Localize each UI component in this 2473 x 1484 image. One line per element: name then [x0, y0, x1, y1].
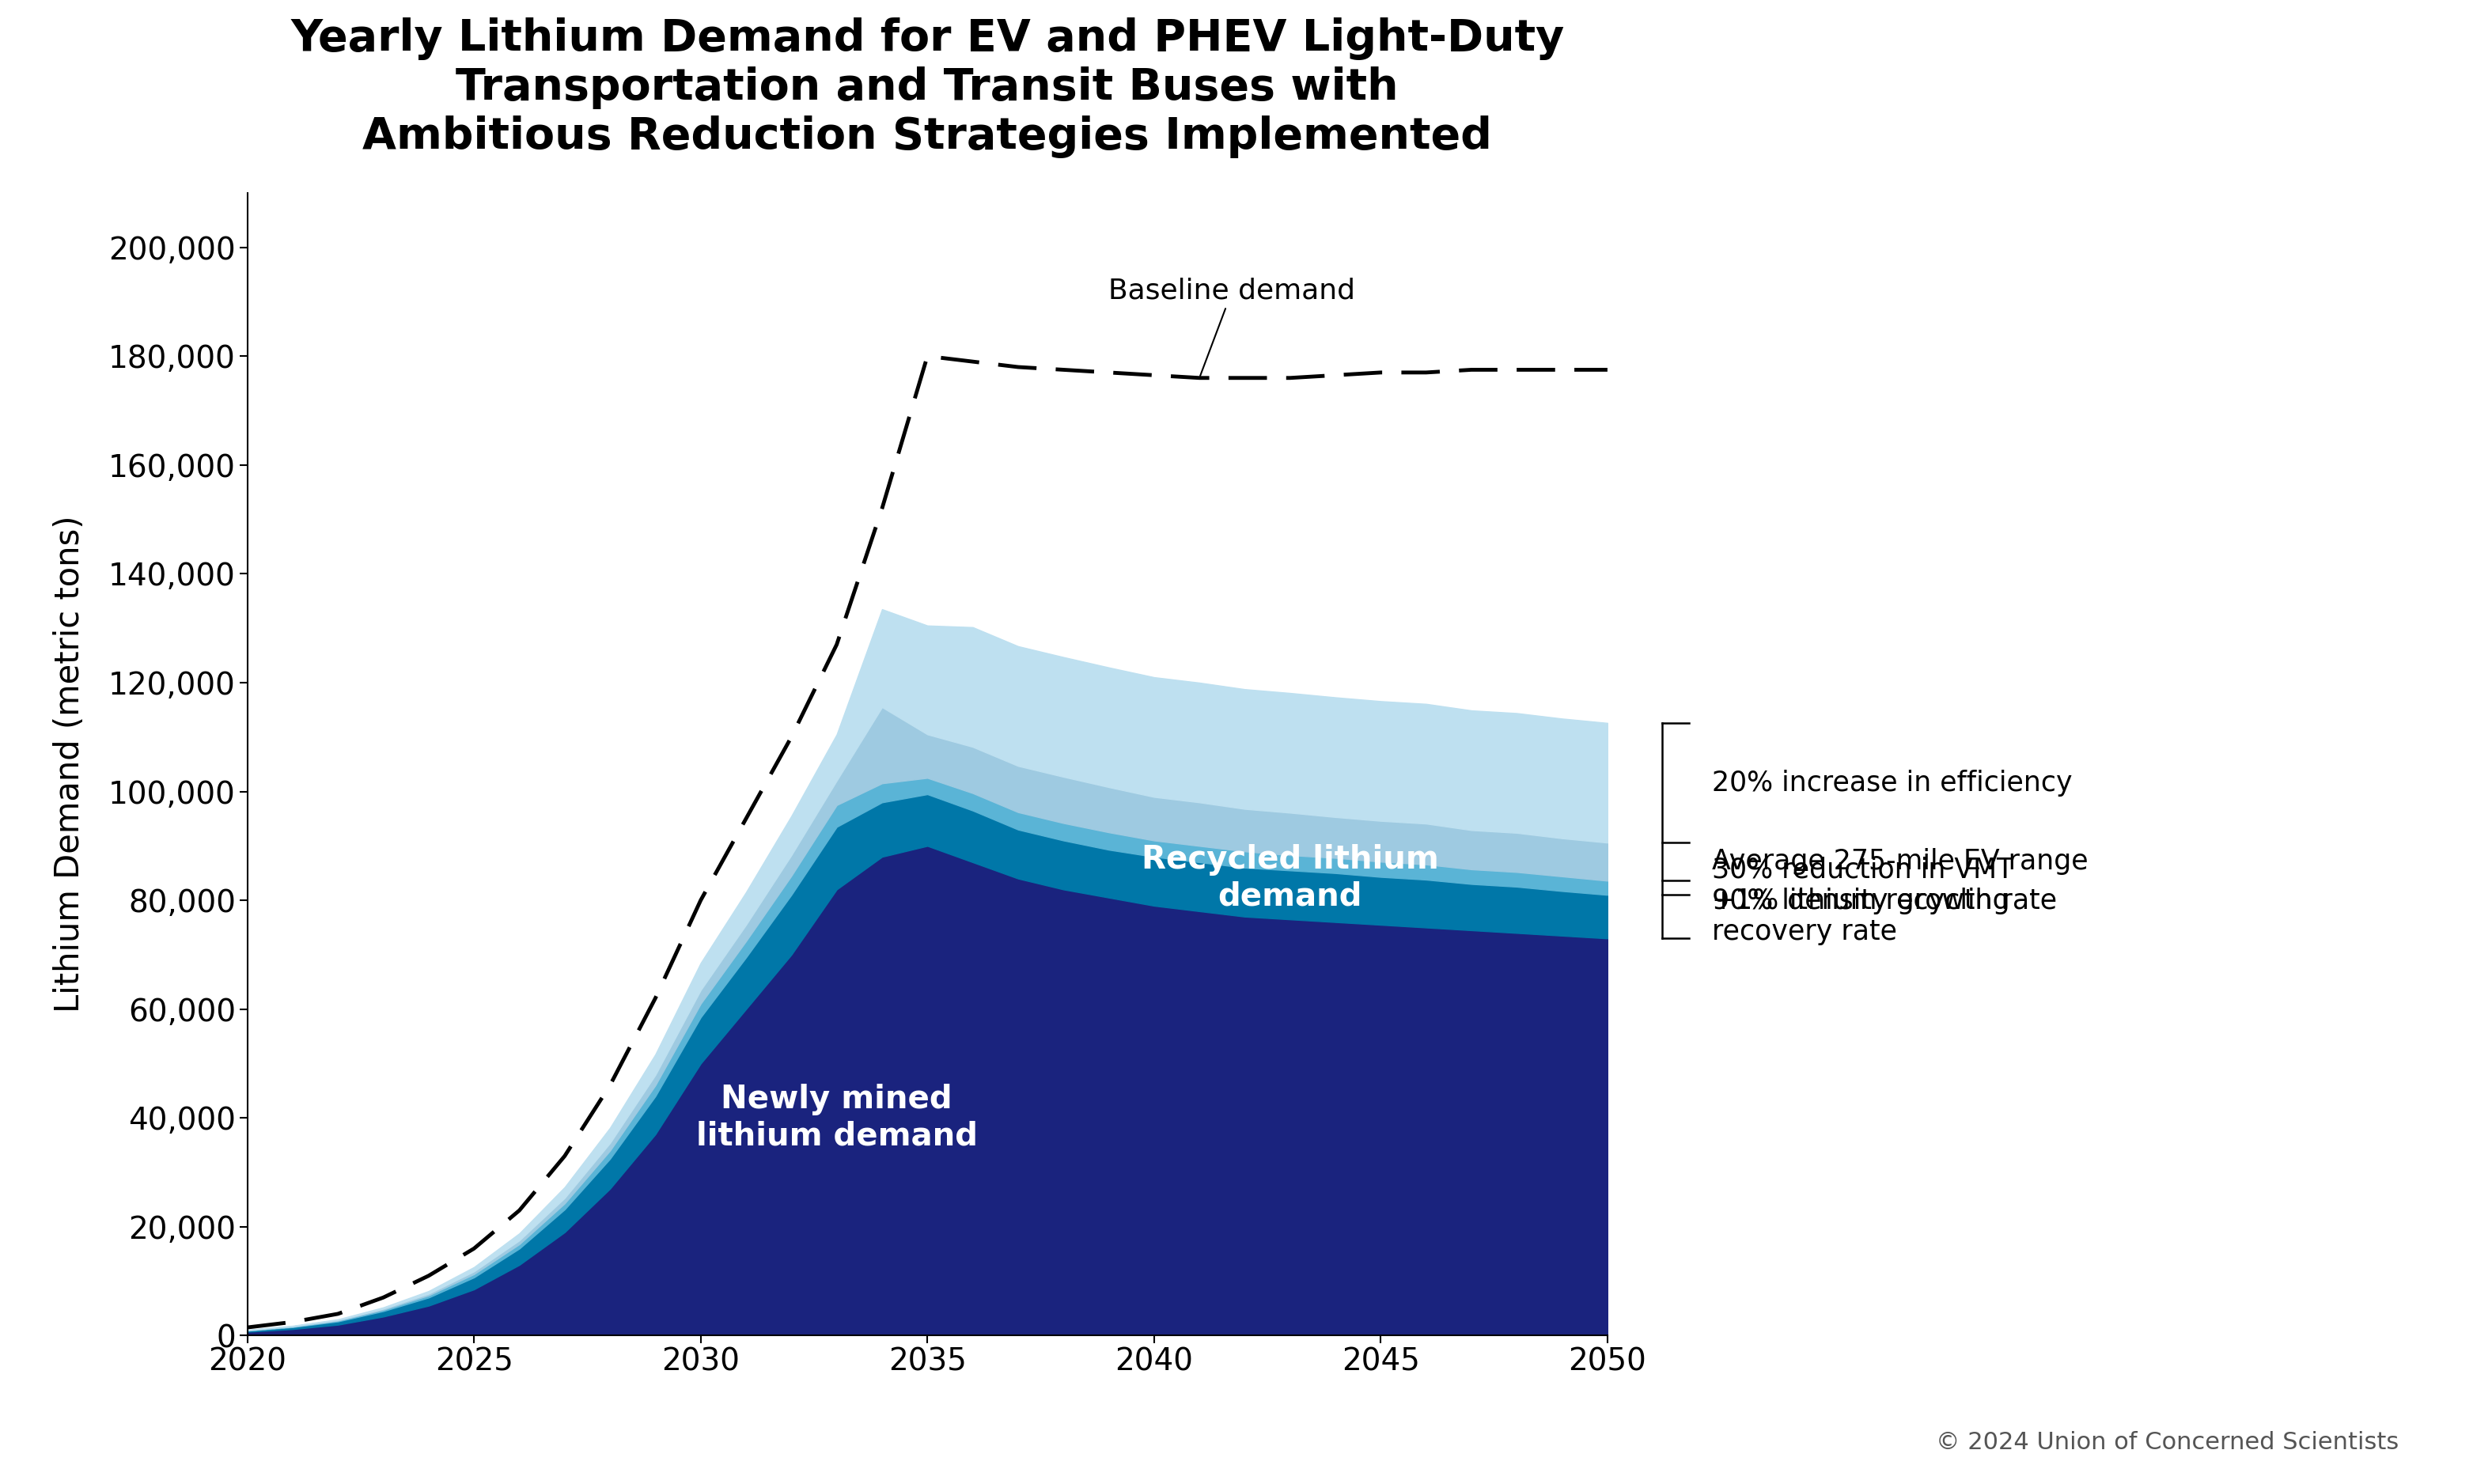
Text: 90% lithium recycling
recovery rate: 90% lithium recycling recovery rate	[1711, 887, 2011, 945]
Text: Average 275-mile EV range: Average 275-mile EV range	[1711, 849, 2087, 876]
Text: Recycled lithium
demand: Recycled lithium demand	[1143, 844, 1439, 913]
Text: © 2024 Union of Concerned Scientists: © 2024 Union of Concerned Scientists	[1936, 1432, 2399, 1454]
Title: Yearly Lithium Demand for EV and PHEV Light-Duty
Transportation and Transit Buse: Yearly Lithium Demand for EV and PHEV Li…	[289, 16, 1565, 159]
Text: Baseline demand: Baseline demand	[1108, 278, 1355, 375]
Y-axis label: Lithium Demand (metric tons): Lithium Demand (metric tons)	[54, 515, 87, 1014]
Text: 30% reduction in VMT
+1% density growth rate: 30% reduction in VMT +1% density growth …	[1711, 856, 2058, 914]
Text: 20% increase in efficiency: 20% increase in efficiency	[1711, 769, 2072, 797]
Text: Newly mined
lithium demand: Newly mined lithium demand	[695, 1083, 977, 1152]
